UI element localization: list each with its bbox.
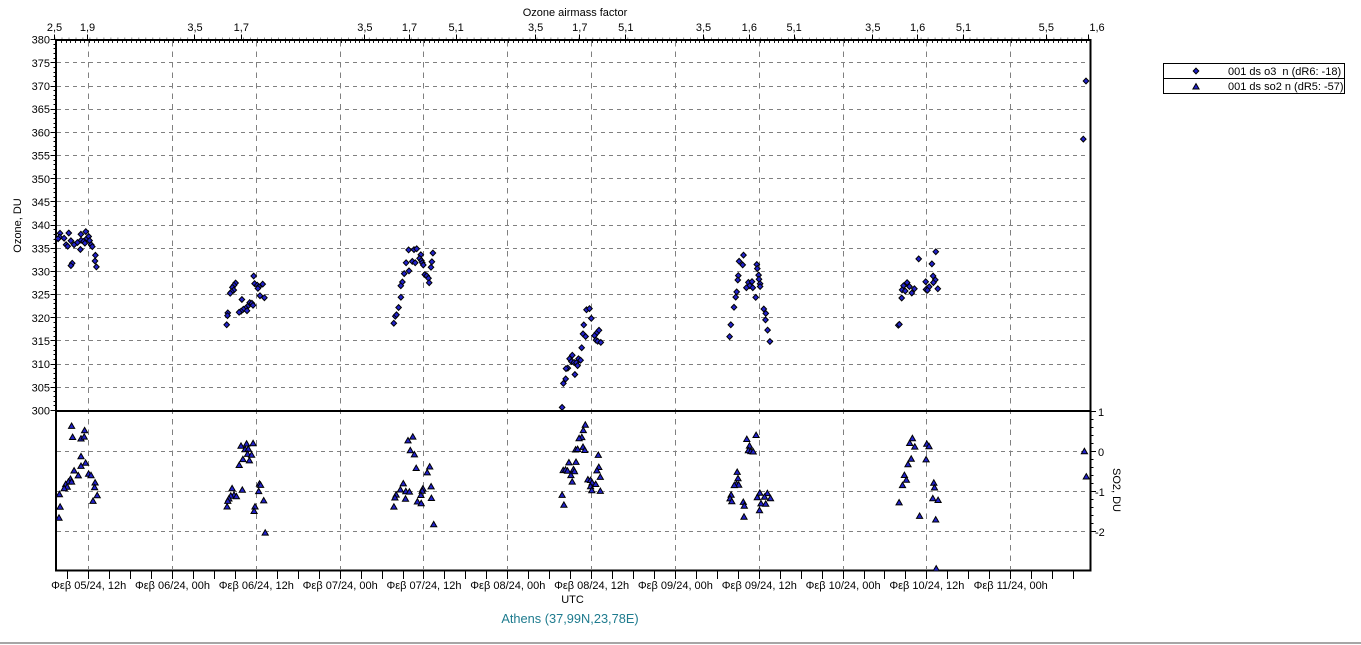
svg-text:UTC: UTC [561,594,584,606]
svg-text:Φεβ 05/24, 12h: Φεβ 05/24, 12h [51,580,126,592]
svg-text:5,1: 5,1 [956,22,971,34]
svg-text:3,5: 3,5 [528,22,543,34]
svg-text:2,5: 2,5 [47,22,62,34]
svg-text:001 ds o3 n (dR6: -18): 001 ds o3 n (dR6: -18) [1228,66,1341,78]
svg-text:325: 325 [32,290,50,302]
svg-text:380: 380 [32,35,50,47]
svg-text:1,6: 1,6 [1089,22,1104,34]
svg-text:0: 0 [1098,447,1104,459]
svg-text:Φεβ 10/24, 12h: Φεβ 10/24, 12h [889,580,964,592]
svg-text:330: 330 [32,266,50,278]
svg-text:3,5: 3,5 [357,22,372,34]
svg-text:Φεβ 10/24, 00h: Φεβ 10/24, 00h [806,580,881,592]
svg-text:375: 375 [32,58,50,70]
svg-text:5,1: 5,1 [786,22,801,34]
svg-text:1,6: 1,6 [742,22,757,34]
svg-text:Athens (37,99N,23,78E): Athens (37,99N,23,78E) [501,611,638,626]
svg-text:Φεβ 11/24, 00h: Φεβ 11/24, 00h [974,580,1048,592]
svg-text:5,1: 5,1 [448,22,463,34]
svg-text:305: 305 [32,382,50,394]
svg-text:Φεβ 08/24, 12h: Φεβ 08/24, 12h [554,580,629,592]
svg-text:Φεβ 07/24, 00h: Φεβ 07/24, 00h [303,580,378,592]
svg-text:315: 315 [32,336,50,348]
svg-text:1,6: 1,6 [910,22,925,34]
svg-text:335: 335 [32,243,50,255]
svg-text:5,1: 5,1 [618,22,633,34]
svg-text:355: 355 [32,151,50,163]
svg-text:Φεβ 08/24, 00h: Φεβ 08/24, 00h [470,580,545,592]
svg-text:Φεβ 09/24, 00h: Φεβ 09/24, 00h [638,580,713,592]
svg-text:1: 1 [1098,407,1104,419]
svg-text:1,7: 1,7 [572,22,587,34]
svg-text:1,7: 1,7 [234,22,249,34]
svg-text:001 ds so2 n (dR5: -57): 001 ds so2 n (dR5: -57) [1228,81,1344,93]
svg-text:310: 310 [32,359,50,371]
svg-text:370: 370 [32,81,50,93]
svg-text:320: 320 [32,313,50,325]
svg-text:5,5: 5,5 [1039,22,1054,34]
svg-text:Φεβ 06/24, 00h: Φεβ 06/24, 00h [135,580,210,592]
svg-text:Ozone, DU: Ozone, DU [12,198,24,252]
svg-text:365: 365 [32,104,50,116]
svg-text:SO2, DU: SO2, DU [1110,468,1122,512]
svg-text:350: 350 [32,174,50,186]
svg-text:3,5: 3,5 [696,22,711,34]
svg-text:300: 300 [32,406,50,418]
svg-text:1,9: 1,9 [80,22,95,34]
svg-text:Φεβ 07/24, 12h: Φεβ 07/24, 12h [386,580,461,592]
svg-text:-2: -2 [1095,527,1105,539]
svg-text:Φεβ 09/24, 12h: Φεβ 09/24, 12h [722,580,797,592]
svg-text:360: 360 [32,127,50,139]
svg-text:3,5: 3,5 [187,22,202,34]
svg-text:1,7: 1,7 [402,22,417,34]
svg-text:Φεβ 06/24, 12h: Φεβ 06/24, 12h [219,580,294,592]
svg-text:-1: -1 [1095,487,1105,499]
svg-text:340: 340 [32,220,50,232]
svg-text:3,5: 3,5 [865,22,880,34]
svg-text:345: 345 [32,197,50,209]
svg-text:Ozone airmass factor: Ozone airmass factor [523,7,628,19]
